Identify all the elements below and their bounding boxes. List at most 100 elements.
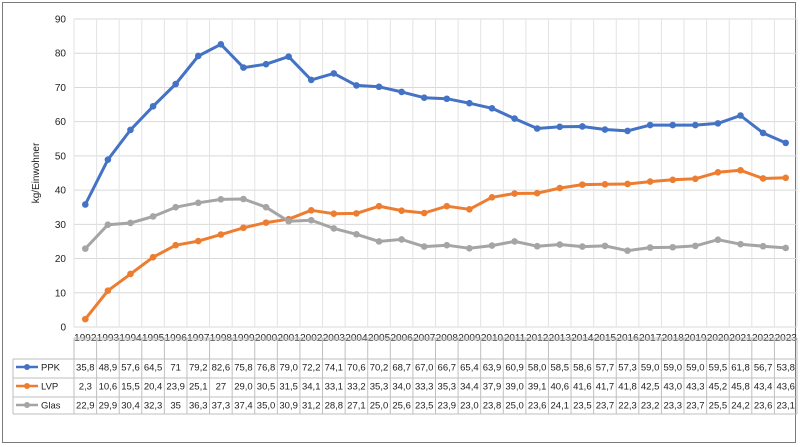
data-point-lvp [737,166,744,174]
table-cell-lvp: 35,3 [438,382,457,393]
data-point-glas [466,244,473,252]
data-point-ppk [579,123,586,130]
data-point-ppk [398,88,405,96]
data-point-ppk [353,82,360,89]
table-cell-glas: 27,1 [347,401,366,412]
table-cell-glas: 37,3 [212,401,231,412]
table-cell-ppk: 76,8 [257,363,276,374]
table-cell-ppk: 58,0 [528,363,547,374]
data-point-ppk [759,129,767,137]
data-point-glas [262,203,270,211]
data-point-ppk [420,94,428,102]
table-cell-ppk: 64,5 [144,363,163,374]
data-point-ppk [488,105,496,112]
data-point-ppk [601,126,609,133]
data-point-ppk [556,123,564,131]
table-cell-glas: 23,2 [641,401,660,412]
data-point-lvp [579,181,586,188]
table-cell-lvp: 31,5 [279,382,298,393]
table-cell-lvp: 34,4 [460,382,479,393]
table-cell-glas: 24,1 [551,401,570,412]
table-cell-lvp: 33,3 [415,382,434,393]
data-point-glas [443,241,451,249]
table-cell-lvp: 43,6 [776,382,795,393]
data-point-ppk [285,53,292,60]
data-point-ppk [533,125,541,132]
data-point-lvp [488,193,496,201]
table-cell-ppk: 70,2 [370,363,389,374]
table-cell-glas: 23,1 [776,401,795,412]
table-cell-glas: 32,3 [144,401,163,412]
table-cell-lvp: 10,6 [99,382,118,393]
data-point-glas [782,244,790,252]
table-cell-lvp: 41,6 [573,382,592,393]
y-tick-label: 10 [55,288,67,299]
table-cell-ppk: 66,7 [438,363,457,374]
data-point-glas [488,242,496,249]
table-cell-lvp: 29,0 [234,382,253,393]
table-cell-lvp: 40,6 [551,382,570,393]
table-cell-glas: 23,6 [754,401,773,412]
table-cell-ppk: 82,6 [212,363,231,374]
data-point-lvp [81,315,89,323]
table-cell-lvp: 39,1 [528,382,547,393]
y-tick-label: 30 [55,220,67,231]
table-cell-lvp: 23,9 [166,382,185,393]
data-point-lvp [443,202,451,210]
data-point-ppk [104,156,112,163]
table-cell-glas: 25,0 [370,401,389,412]
data-point-glas [579,243,586,250]
data-point-glas [669,243,677,251]
table-cell-ppk: 63,9 [483,363,502,374]
y-tick-label: 20 [55,254,67,265]
data-point-ppk [172,80,179,88]
data-point-lvp [669,176,677,184]
data-point-glas [759,242,767,250]
table-cell-lvp: 41,7 [596,382,615,393]
table-cell-ppk: 74,1 [325,363,344,374]
table-cell-ppk: 72,2 [302,363,321,374]
table-cell-lvp: 30,5 [257,382,276,393]
data-point-glas [737,240,744,248]
data-point-lvp [646,178,654,185]
table-cell-glas: 23,0 [460,401,479,412]
data-point-glas [104,221,112,228]
y-tick-label: 0 [60,323,66,334]
data-point-ppk [714,120,722,127]
data-point-glas [307,216,315,224]
legend-label-lvp: LVP [41,382,58,393]
data-point-lvp [330,210,338,218]
data-point-lvp [714,169,722,176]
table-cell-lvp: 43,3 [686,382,705,393]
data-point-glas [714,236,722,244]
data-point-lvp [194,237,202,245]
table-cell-glas: 28,8 [325,401,344,412]
table-cell-lvp: 45,8 [731,382,750,393]
legend-key-marker-ppk [24,364,30,370]
data-point-glas [285,217,292,225]
y-tick-label: 40 [55,186,67,197]
y-axis-label: kg/Einwohner [31,142,42,203]
table-cell-lvp: 35,3 [370,382,389,393]
table-cell-glas: 23,5 [573,401,592,412]
table-cell-ppk: 61,8 [731,363,750,374]
data-point-glas [81,245,89,252]
table-cell-ppk: 48,9 [99,363,118,374]
table-cell-glas: 29,9 [99,401,118,412]
data-point-lvp [375,202,383,210]
data-point-ppk [149,102,157,110]
y-tick-label: 80 [55,49,67,60]
data-point-glas [624,247,631,254]
table-cell-ppk: 71 [170,363,181,374]
data-point-ppk [194,52,202,60]
table-cell-ppk: 70,6 [347,363,366,374]
table-cell-ppk: 58,5 [551,363,570,374]
data-point-lvp [353,210,360,217]
data-point-glas [646,244,654,251]
table-cell-lvp: 37,9 [483,382,502,393]
data-point-glas [511,238,518,245]
data-point-lvp [420,209,428,217]
table-cell-lvp: 43,0 [663,382,682,393]
table-cell-lvp: 34,1 [302,382,321,393]
table-cell-ppk: 67,0 [415,363,434,374]
